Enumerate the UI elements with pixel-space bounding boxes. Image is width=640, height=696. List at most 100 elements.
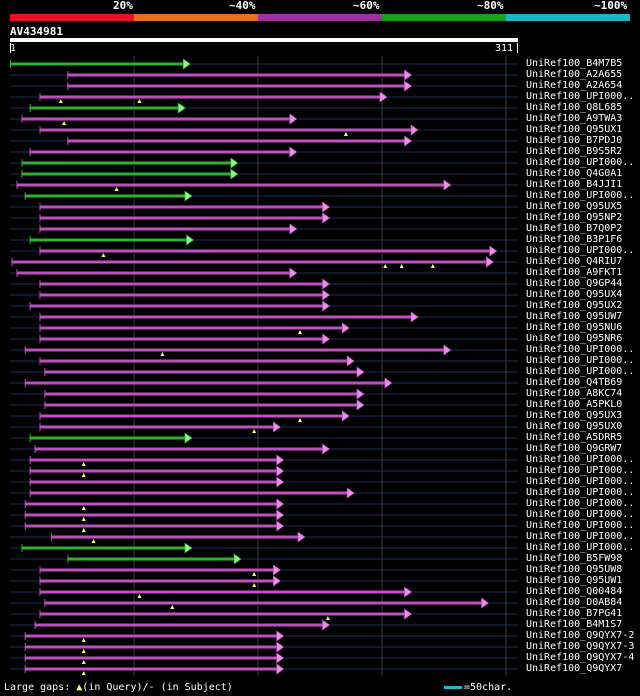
hit-name-link[interactable]: UniRef100_Q95UX2: [526, 300, 623, 311]
hit-name-link[interactable]: UniRef100_Q95UW1: [526, 575, 623, 586]
hit-alignment-bar[interactable]: [39, 227, 290, 231]
hit-alignment-bar[interactable]: [39, 282, 323, 286]
hit-name-link[interactable]: UniRef100_B4M7B5: [526, 58, 623, 69]
hit-alignment-bar[interactable]: [34, 623, 323, 627]
hit-alignment-bar[interactable]: [24, 513, 277, 517]
hit-alignment-bar[interactable]: [39, 425, 274, 429]
hit-name-link[interactable]: UniRef100_UPI000..: [526, 531, 635, 542]
hit-name-link[interactable]: UniRef100_Q95NU6: [526, 322, 623, 333]
hit-alignment-bar[interactable]: [24, 656, 277, 660]
hit-alignment-bar[interactable]: [29, 150, 290, 154]
hit-name-link[interactable]: UniRef100_Q95UX4: [526, 289, 623, 300]
hit-name-link[interactable]: UniRef100_UPI000..: [526, 190, 635, 201]
hit-alignment-bar[interactable]: [29, 480, 277, 484]
hit-name-link[interactable]: UniRef100_UPI000..: [526, 509, 635, 520]
hit-name-link[interactable]: UniRef100_UPI000..: [526, 487, 635, 498]
hit-alignment-bar[interactable]: [21, 117, 290, 121]
hit-name-link[interactable]: UniRef100_B7PG41: [526, 608, 623, 619]
hit-name-link[interactable]: UniRef100_UPI000..: [526, 498, 635, 509]
hit-name-link[interactable]: UniRef100_Q4G0A1: [526, 168, 623, 179]
hit-alignment-bar[interactable]: [34, 447, 323, 451]
hit-alignment-bar[interactable]: [29, 458, 277, 462]
hit-alignment-bar[interactable]: [39, 128, 412, 132]
hit-alignment-bar[interactable]: [21, 546, 185, 550]
hit-alignment-bar[interactable]: [16, 183, 444, 187]
hit-name-link[interactable]: UniRef100_Q9QYX7-3: [526, 641, 635, 652]
hit-alignment-bar[interactable]: [67, 557, 235, 561]
hit-name-link[interactable]: UniRef100_D0AB84: [526, 597, 623, 608]
hit-alignment-bar[interactable]: [24, 381, 385, 385]
hit-alignment-bar[interactable]: [39, 293, 323, 297]
hit-alignment-bar[interactable]: [67, 73, 405, 77]
hit-name-link[interactable]: UniRef100_A8KC74: [526, 388, 623, 399]
hit-alignment-bar[interactable]: [24, 502, 277, 506]
hit-alignment-bar[interactable]: [39, 612, 405, 616]
hit-alignment-bar[interactable]: [29, 436, 185, 440]
hit-name-link[interactable]: UniRef100_Q00484: [526, 586, 623, 597]
hit-name-link[interactable]: UniRef100_UPI000..: [526, 245, 635, 256]
hit-name-link[interactable]: UniRef100_Q95NR6: [526, 333, 623, 344]
hit-alignment-bar[interactable]: [24, 524, 277, 528]
hit-alignment-bar[interactable]: [24, 667, 277, 671]
hit-alignment-bar[interactable]: [29, 238, 187, 242]
hit-name-link[interactable]: UniRef100_UPI000..: [526, 344, 635, 355]
hit-alignment-bar[interactable]: [21, 161, 231, 165]
hit-alignment-bar[interactable]: [44, 370, 357, 374]
hit-alignment-bar[interactable]: [39, 205, 323, 209]
hit-name-link[interactable]: UniRef100_B3P1F6: [526, 234, 623, 245]
hit-alignment-bar[interactable]: [39, 249, 490, 253]
hit-alignment-bar[interactable]: [24, 634, 277, 638]
hit-name-link[interactable]: UniRef100_Q95NP2: [526, 212, 623, 223]
hit-alignment-bar[interactable]: [39, 579, 274, 583]
hit-name-link[interactable]: UniRef100_UPI000..: [526, 366, 635, 377]
hit-alignment-bar[interactable]: [50, 535, 298, 539]
hit-alignment-bar[interactable]: [67, 139, 405, 143]
hit-alignment-bar[interactable]: [29, 469, 277, 473]
hit-name-link[interactable]: UniRef100_Q4TB69: [526, 377, 623, 388]
hit-name-link[interactable]: UniRef100_A9FKT1: [526, 267, 623, 278]
hit-alignment-bar[interactable]: [39, 216, 323, 220]
hit-name-link[interactable]: UniRef100_UPI000..: [526, 476, 635, 487]
hit-name-link[interactable]: UniRef100_UPI000..: [526, 465, 635, 476]
hit-name-link[interactable]: UniRef100_UPI000..: [526, 355, 635, 366]
hit-name-link[interactable]: UniRef100_Q95UX3: [526, 410, 623, 421]
hit-alignment-bar[interactable]: [44, 392, 357, 396]
hit-name-link[interactable]: UniRef100_Q9QYX7: [526, 663, 623, 674]
hit-alignment-bar[interactable]: [10, 62, 184, 66]
hit-name-link[interactable]: UniRef100_Q95UX5: [526, 201, 623, 212]
hit-name-link[interactable]: UniRef100_B9S5R2: [526, 146, 623, 157]
hit-name-link[interactable]: UniRef100_A5PKL0: [526, 399, 623, 410]
hit-name-link[interactable]: UniRef100_A5DRR5: [526, 432, 623, 443]
hit-name-link[interactable]: UniRef100_Q95UW7: [526, 311, 623, 322]
hit-name-link[interactable]: UniRef100_B4M1S7: [526, 619, 623, 630]
hit-alignment-bar[interactable]: [24, 194, 185, 198]
hit-alignment-bar[interactable]: [39, 359, 348, 363]
hit-alignment-bar[interactable]: [39, 326, 343, 330]
hit-name-link[interactable]: UniRef100_B7PDJ0: [526, 135, 623, 146]
hit-name-link[interactable]: UniRef100_Q4RIU7: [526, 256, 623, 267]
hit-name-link[interactable]: UniRef100_B7Q0P2: [526, 223, 623, 234]
hit-alignment-bar[interactable]: [44, 403, 357, 407]
hit-alignment-bar[interactable]: [39, 568, 274, 572]
hit-alignment-bar[interactable]: [24, 348, 444, 352]
hit-alignment-bar[interactable]: [39, 590, 405, 594]
hit-name-link[interactable]: UniRef100_Q95UX0: [526, 421, 623, 432]
hit-name-link[interactable]: UniRef100_Q9GP44: [526, 278, 623, 289]
hit-name-link[interactable]: UniRef100_UPI000..: [526, 157, 635, 168]
hit-name-link[interactable]: UniRef100_B4JJI1: [526, 179, 623, 190]
hit-alignment-bar[interactable]: [24, 645, 277, 649]
hit-alignment-bar[interactable]: [39, 414, 343, 418]
hit-name-link[interactable]: UniRef100_Q9QYX7-4: [526, 652, 635, 663]
hit-name-link[interactable]: UniRef100_A2A654: [526, 80, 623, 91]
hit-alignment-bar[interactable]: [11, 260, 487, 264]
hit-name-link[interactable]: UniRef100_Q95UX1: [526, 124, 623, 135]
hit-alignment-bar[interactable]: [67, 84, 405, 88]
hit-name-link[interactable]: UniRef100_UPI000..: [526, 520, 635, 531]
hit-alignment-bar[interactable]: [16, 271, 290, 275]
hit-name-link[interactable]: UniRef100_Q8L685: [526, 102, 623, 113]
hit-name-link[interactable]: UniRef100_Q95UW8: [526, 564, 623, 575]
hit-alignment-bar[interactable]: [39, 95, 380, 99]
hit-alignment-bar[interactable]: [29, 491, 348, 495]
hit-name-link[interactable]: UniRef100_A2A655: [526, 69, 623, 80]
hit-alignment-bar[interactable]: [21, 172, 231, 176]
